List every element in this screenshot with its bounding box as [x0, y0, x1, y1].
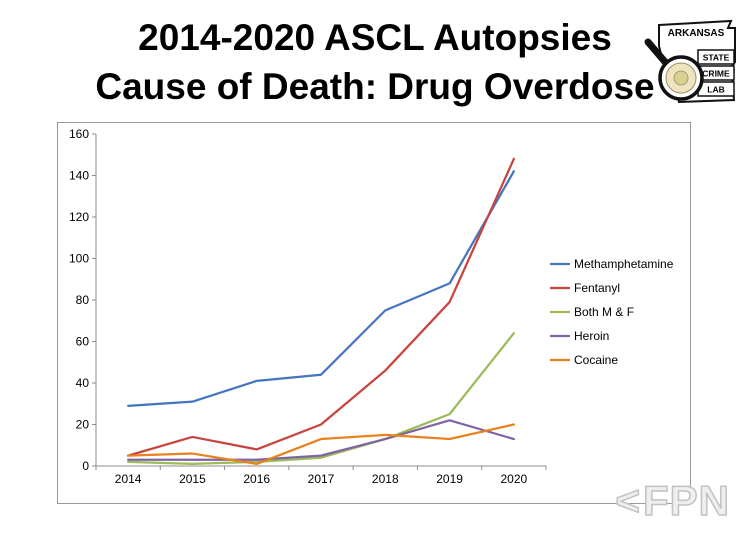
- y-tick-label: 20: [76, 418, 90, 432]
- watermark-chevron-icon: <: [615, 476, 641, 525]
- y-tick-label: 0: [82, 459, 89, 473]
- logo-state-label: STATE: [703, 53, 730, 63]
- series-line-methamphetamine: [127, 170, 515, 407]
- x-tick-label: 2017: [308, 472, 335, 486]
- logo-lab-label: LAB: [707, 85, 724, 95]
- series-line-cocaine: [127, 423, 515, 466]
- title-line-1: 2014-2020 ASCL Autopsies: [138, 17, 612, 58]
- y-tick-label: 80: [76, 293, 90, 307]
- series-line-both-m-f: [127, 332, 515, 466]
- y-tick-label: 140: [69, 169, 89, 183]
- x-tick-label: 2019: [436, 472, 463, 486]
- y-tick-label: 160: [69, 127, 89, 141]
- y-tick-label: 120: [69, 210, 89, 224]
- series-line-fentanyl: [127, 157, 515, 457]
- arkansas-crime-lab-logo: ARKANSAS STATE CRIME LAB: [644, 19, 736, 104]
- chart: 0 20 40 60 80 100 120 140 160 2014 2015 2016 2017 201…: [57, 122, 691, 504]
- state-seal-center: [673, 70, 689, 86]
- legend-label: Both M & F: [574, 305, 634, 319]
- x-tick-label: 2016: [243, 472, 270, 486]
- line-chart: 0 20 40 60 80 100 120 140 160 2014 2015 2016 2017 201…: [69, 127, 674, 486]
- slide-title: 2014-2020 ASCL Autopsies Cause of Death:…: [0, 14, 750, 112]
- watermark-text: FPN: [642, 476, 730, 525]
- title-line-2: Cause of Death: Drug Overdose: [95, 65, 655, 107]
- watermark: <FPN: [615, 476, 730, 525]
- logo-crime-label: CRIME: [702, 69, 730, 79]
- x-tick-label: 2020: [501, 472, 528, 486]
- legend-label: Fentanyl: [574, 281, 620, 295]
- legend-label: Heroin: [574, 329, 609, 343]
- series-line-heroin: [127, 419, 515, 461]
- y-tick-label: 100: [69, 252, 89, 266]
- magnifier-handle-icon: [644, 38, 670, 67]
- x-tick-label: 2018: [372, 472, 399, 486]
- x-tick-label: 2014: [115, 472, 142, 486]
- logo-state-box: [697, 49, 735, 65]
- legend-label: Cocaine: [574, 353, 618, 367]
- y-tick-label: 60: [76, 335, 90, 349]
- logo-arkansas-label: ARKANSAS: [668, 28, 725, 39]
- y-tick-label: 40: [76, 376, 90, 390]
- legend-label: Methamphetamine: [574, 257, 674, 271]
- x-tick-label: 2015: [179, 472, 206, 486]
